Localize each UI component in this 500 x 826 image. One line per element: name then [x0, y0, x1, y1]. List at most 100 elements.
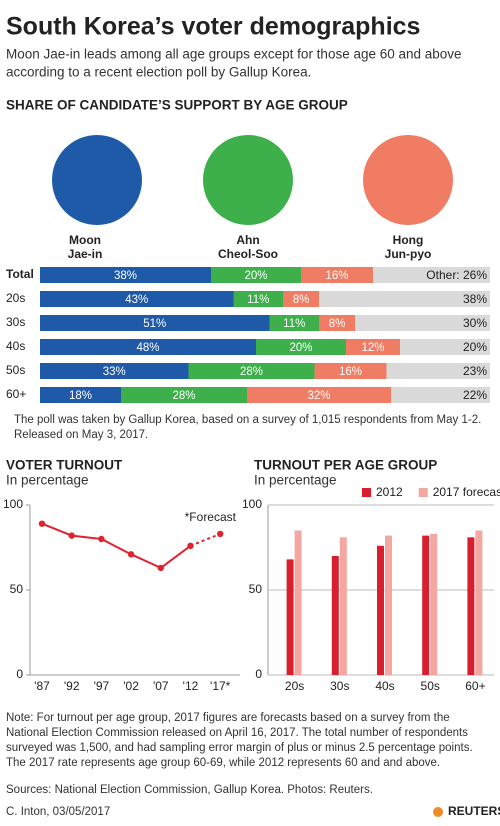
y-tick-label: 0	[255, 667, 262, 681]
y-tick-label: 100	[3, 497, 23, 511]
legend-swatch	[418, 488, 428, 497]
row-label: 40s	[6, 339, 25, 353]
bar	[430, 533, 438, 675]
footnote: National Election Commission released on…	[6, 727, 468, 739]
bar	[385, 535, 392, 675]
subtitle: Moon Jae-in leads among all age groups e…	[6, 47, 462, 62]
value-label: 23%	[463, 364, 487, 378]
bar	[331, 556, 339, 675]
value-label: 28%	[172, 390, 195, 402]
candidate-name: Ahn	[236, 233, 259, 247]
y-tick-label: 100	[242, 497, 262, 511]
bar-segment	[400, 339, 490, 355]
value-label: 16%	[339, 366, 362, 378]
point	[157, 564, 164, 572]
value-label: 33%	[103, 366, 126, 378]
value-label: Other: 26%	[426, 268, 487, 282]
x-tick-label: '92	[64, 679, 80, 693]
x-tick-label: 20s	[285, 679, 304, 693]
bar	[377, 545, 384, 675]
bar-segment	[346, 339, 400, 355]
bar-segment	[373, 267, 490, 283]
bar-segment	[391, 387, 490, 403]
point	[38, 520, 46, 527]
bar	[294, 530, 302, 675]
candidate-name: Jun-pyo	[385, 247, 432, 261]
bar-segment	[40, 363, 189, 379]
bar-segment	[319, 315, 355, 331]
x-tick-label: '17*	[210, 679, 231, 693]
value-label: 11%	[283, 318, 305, 330]
section-heading: SHARE OF CANDIDATE’S SUPPORT BY AGE GROU…	[6, 98, 348, 113]
chart-title: TURNOUT PER AGE GROUP	[254, 458, 437, 473]
legend-swatch	[362, 488, 371, 497]
point	[187, 542, 194, 549]
value-label: 32%	[307, 390, 330, 402]
point	[217, 530, 224, 538]
value-label: 20%	[289, 342, 312, 354]
line-segment	[190, 532, 221, 547]
photo-hong	[363, 135, 453, 225]
value-label: 28%	[240, 366, 263, 378]
bar	[339, 537, 347, 675]
value-label: 20%	[244, 270, 267, 282]
candidate-name: Jae-in	[68, 247, 103, 261]
bar-segment	[40, 339, 256, 355]
bar-segment	[188, 363, 315, 379]
bar	[475, 530, 483, 675]
x-tick-label: '87	[34, 679, 50, 693]
bar-segment	[211, 267, 301, 283]
x-tick-label: '97	[94, 679, 110, 693]
photo-ahn	[203, 135, 293, 225]
bar-segment	[121, 387, 247, 403]
bar-segment	[386, 363, 490, 379]
line-segment	[160, 544, 192, 569]
y-tick-label: 50	[10, 582, 24, 596]
bar-segment	[40, 267, 211, 283]
poll-note: Released on May 3, 2017.	[14, 429, 148, 441]
row-label: 50s	[6, 363, 25, 377]
point	[98, 535, 105, 543]
bar-segment	[40, 315, 270, 331]
x-tick-label: 30s	[330, 679, 349, 693]
subtitle: according to a recent election poll by G…	[6, 65, 311, 80]
x-tick-label: '12	[183, 679, 199, 693]
logo: REUTERS	[448, 804, 500, 818]
footnote: Note: For turnout per age group, 2017 fi…	[6, 712, 450, 724]
value-label: 38%	[114, 270, 137, 282]
value-label: 8%	[329, 318, 346, 330]
candidate-name: Moon	[69, 233, 101, 247]
photo-moon	[52, 135, 142, 225]
point	[127, 551, 135, 558]
bar-segment	[256, 339, 346, 355]
chart-subtitle: In percentage	[254, 473, 337, 488]
value-label: 43%	[125, 294, 148, 306]
footnote: The 2017 rate represents age group 60-69…	[6, 757, 440, 769]
line-segment	[100, 538, 132, 556]
logo-mark	[433, 807, 443, 817]
annotation: *Forecast	[185, 510, 237, 524]
chart-subtitle: In percentage	[6, 473, 89, 488]
bar-segment	[301, 267, 373, 283]
candidate-name: Cheol-Soo	[218, 247, 278, 261]
value-label: 22%	[463, 388, 487, 402]
value-label: 48%	[136, 342, 159, 354]
poll-note: The poll was taken by Gallup Korea, base…	[14, 414, 481, 426]
value-label: 12%	[361, 342, 384, 354]
x-tick-label: 40s	[375, 679, 394, 693]
value-label: 8%	[293, 294, 310, 306]
bar-segment	[269, 315, 319, 331]
row-label: Total	[6, 267, 34, 281]
title: South Korea’s voter demographics	[6, 13, 420, 41]
value-label: 51%	[143, 318, 166, 330]
x-tick-label: 50s	[421, 679, 440, 693]
line-segment	[71, 534, 102, 540]
value-label: 30%	[463, 316, 487, 330]
bar-segment	[314, 363, 387, 379]
bar-segment	[355, 315, 490, 331]
y-tick-label: 50	[249, 582, 263, 596]
value-label: 16%	[325, 270, 348, 282]
row-label: 60+	[6, 387, 26, 401]
point	[68, 532, 75, 539]
legend-label: 2017 forecast	[433, 485, 500, 499]
